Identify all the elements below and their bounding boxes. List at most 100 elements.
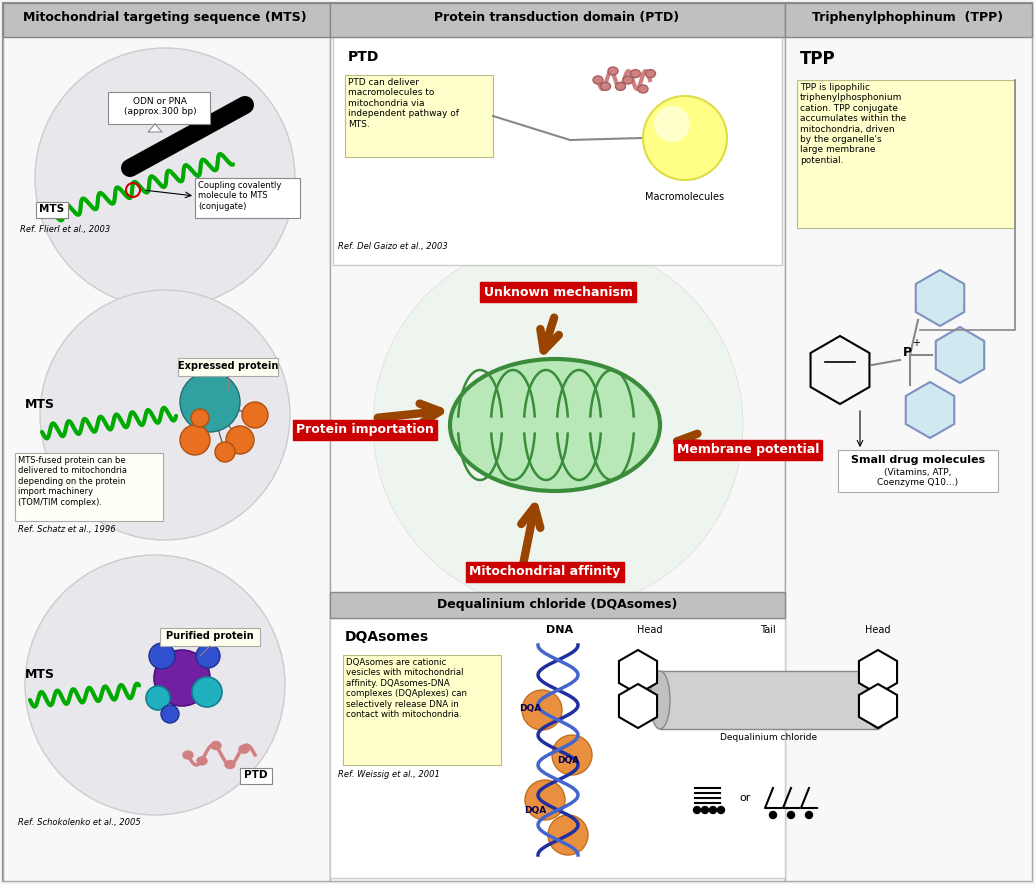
Polygon shape xyxy=(906,382,954,438)
Polygon shape xyxy=(859,650,897,694)
Text: Ref. Weissig et al., 2001: Ref. Weissig et al., 2001 xyxy=(338,770,440,779)
Ellipse shape xyxy=(623,76,633,84)
Circle shape xyxy=(180,425,210,455)
Text: PTD can deliver
macromolecules to
mitochondria via
independent pathway of
MTS.: PTD can deliver macromolecules to mitoch… xyxy=(348,78,459,128)
Text: Membrane potential: Membrane potential xyxy=(677,444,819,456)
Text: MTS: MTS xyxy=(25,398,55,411)
Ellipse shape xyxy=(646,70,655,78)
Ellipse shape xyxy=(225,760,235,768)
Circle shape xyxy=(693,806,701,813)
Circle shape xyxy=(215,442,235,462)
Text: MTS: MTS xyxy=(39,204,64,214)
Circle shape xyxy=(522,690,562,730)
Circle shape xyxy=(35,48,295,308)
Bar xyxy=(343,655,501,765)
Circle shape xyxy=(161,705,179,723)
Polygon shape xyxy=(148,124,162,132)
Text: Ref. Schokolenko et al., 2005: Ref. Schokolenko et al., 2005 xyxy=(18,818,141,827)
Circle shape xyxy=(154,650,210,706)
Bar xyxy=(240,768,272,784)
Text: DQAsomes: DQAsomes xyxy=(345,630,430,644)
Ellipse shape xyxy=(868,671,888,729)
Text: Ref. Flierl et al., 2003: Ref. Flierl et al., 2003 xyxy=(20,225,111,234)
Circle shape xyxy=(805,812,812,819)
Text: Head: Head xyxy=(865,625,891,635)
Circle shape xyxy=(710,806,716,813)
Text: Small drug molecules: Small drug molecules xyxy=(851,455,985,465)
Circle shape xyxy=(242,402,268,428)
Text: PTD: PTD xyxy=(348,50,380,64)
Circle shape xyxy=(525,780,565,820)
Text: MTS-fused protein can be
delivered to mitochondria
depending on the protein
impo: MTS-fused protein can be delivered to mi… xyxy=(18,456,127,507)
Text: ODN or PNA
(approx.300 bp): ODN or PNA (approx.300 bp) xyxy=(124,97,197,117)
Text: Expressed protein: Expressed protein xyxy=(178,361,278,371)
Ellipse shape xyxy=(600,82,611,90)
Circle shape xyxy=(196,644,220,668)
Circle shape xyxy=(25,555,285,815)
Polygon shape xyxy=(916,270,965,326)
Text: Dequalinium chloride: Dequalinium chloride xyxy=(720,733,818,742)
Text: Dequalinium chloride (DQAsomes): Dequalinium chloride (DQAsomes) xyxy=(437,598,677,611)
Ellipse shape xyxy=(616,82,625,90)
Text: Unknown mechanism: Unknown mechanism xyxy=(483,286,632,299)
Text: Coupling covalently
molecule to MTS
(conjugate): Coupling covalently molecule to MTS (con… xyxy=(198,181,282,210)
Bar xyxy=(330,3,785,37)
Bar xyxy=(3,3,330,37)
Circle shape xyxy=(548,815,588,855)
Text: Mitochondrial targeting sequence (MTS): Mitochondrial targeting sequence (MTS) xyxy=(23,11,306,24)
Ellipse shape xyxy=(650,671,670,729)
Bar xyxy=(330,3,785,881)
Bar xyxy=(330,618,785,878)
Circle shape xyxy=(717,806,724,813)
Circle shape xyxy=(373,240,743,610)
Text: Macromolecules: Macromolecules xyxy=(646,192,724,202)
Text: Tail: Tail xyxy=(760,625,776,635)
Text: Ref. Del Gaizo et al., 2003: Ref. Del Gaizo et al., 2003 xyxy=(338,242,448,251)
Circle shape xyxy=(788,812,795,819)
Bar xyxy=(785,3,1032,881)
Bar xyxy=(14,453,162,521)
Text: MTS: MTS xyxy=(25,668,55,681)
Circle shape xyxy=(193,677,221,707)
Polygon shape xyxy=(619,650,657,694)
Ellipse shape xyxy=(197,757,207,765)
Text: DNA: DNA xyxy=(546,625,573,635)
Circle shape xyxy=(180,372,240,432)
Ellipse shape xyxy=(593,76,603,84)
Circle shape xyxy=(226,426,254,454)
Ellipse shape xyxy=(608,67,618,75)
Text: Protein importation: Protein importation xyxy=(296,423,434,437)
Bar xyxy=(797,80,1015,228)
Bar xyxy=(160,628,260,646)
Bar xyxy=(195,178,300,218)
Circle shape xyxy=(191,409,209,427)
Bar xyxy=(330,592,785,618)
Ellipse shape xyxy=(450,359,660,491)
Polygon shape xyxy=(619,684,657,728)
Text: Head: Head xyxy=(638,625,662,635)
Text: Mitochondrial affinity: Mitochondrial affinity xyxy=(470,566,621,578)
Polygon shape xyxy=(936,327,984,383)
Bar xyxy=(838,450,998,492)
Bar xyxy=(36,202,68,218)
Circle shape xyxy=(769,812,776,819)
Text: Purified protein: Purified protein xyxy=(167,631,254,641)
Ellipse shape xyxy=(239,745,249,753)
Text: DQA: DQA xyxy=(524,805,546,814)
Text: Ref. Schatz et al., 1996: Ref. Schatz et al., 1996 xyxy=(18,525,116,534)
Ellipse shape xyxy=(638,85,648,93)
Circle shape xyxy=(643,96,727,180)
Text: TPP is lipophilic
triphenylphosphonium
cation. TPP conjugate
accumulates within : TPP is lipophilic triphenylphosphonium c… xyxy=(800,83,907,164)
Bar xyxy=(785,3,1032,37)
Text: PTD: PTD xyxy=(244,770,268,780)
Circle shape xyxy=(40,290,290,540)
Polygon shape xyxy=(859,684,897,728)
Text: +: + xyxy=(912,338,920,348)
Bar xyxy=(108,92,210,124)
Ellipse shape xyxy=(183,751,193,759)
Bar xyxy=(333,37,782,265)
Ellipse shape xyxy=(630,70,641,78)
Text: DQA: DQA xyxy=(557,756,580,765)
Text: (Vitamins, ATP,
Coenzyme Q10...): (Vitamins, ATP, Coenzyme Q10...) xyxy=(878,468,958,487)
Circle shape xyxy=(149,643,175,669)
